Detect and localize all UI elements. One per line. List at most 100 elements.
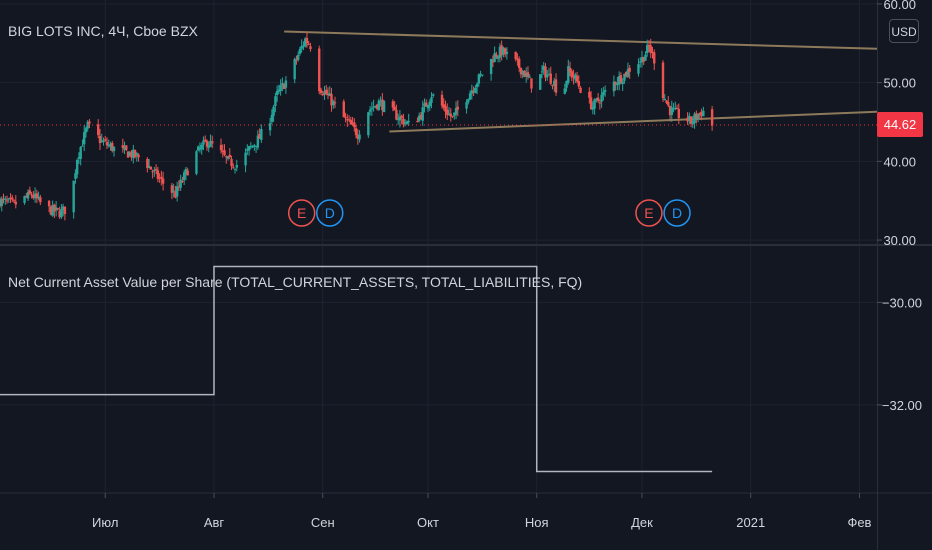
earnings-marker[interactable]	[287, 199, 316, 227]
candle-body	[211, 141, 214, 144]
candle-body	[158, 177, 161, 179]
candle-body	[395, 109, 398, 120]
candle-body	[296, 54, 300, 60]
candle-body	[298, 48, 302, 54]
candle-body	[516, 58, 519, 60]
y-tick-label: 40.00	[883, 154, 916, 169]
candle-body	[56, 208, 60, 210]
candle-body	[156, 170, 160, 179]
trendline[interactable]	[284, 30, 878, 50]
candle-body	[172, 190, 175, 192]
candle-body	[628, 67, 631, 72]
candle-body	[12, 200, 16, 202]
candle-body	[549, 73, 552, 84]
candle-body	[179, 179, 182, 188]
candle-body	[674, 107, 677, 110]
candle-body	[688, 115, 691, 121]
event-marker-label[interactable]: D	[672, 205, 682, 221]
candle-body	[300, 45, 303, 49]
candle-body	[710, 109, 714, 126]
candle-body	[253, 145, 256, 147]
event-marker-label[interactable]: E	[644, 205, 653, 221]
candle-body	[102, 141, 105, 143]
candle-body	[396, 119, 400, 121]
earnings-marker[interactable]	[635, 199, 663, 227]
candle-body	[54, 207, 58, 210]
candle-body	[79, 146, 82, 159]
trendline[interactable]	[389, 110, 878, 133]
candle-body	[175, 186, 179, 197]
candle-body	[81, 145, 84, 147]
x-tick-label: Дек	[631, 515, 653, 530]
candle-body	[602, 91, 605, 96]
candle-body	[496, 56, 500, 59]
candle-body	[307, 43, 310, 45]
candle-body	[593, 99, 596, 109]
candle-body	[540, 71, 544, 73]
candle-body	[570, 71, 574, 78]
candle-body	[353, 122, 356, 128]
candle-body	[547, 74, 551, 76]
candle-body	[689, 116, 693, 124]
currency-button[interactable]: USD	[889, 19, 919, 43]
candle-body	[209, 140, 212, 147]
candle-body	[84, 128, 88, 133]
candle-body	[563, 88, 566, 94]
candle-body	[454, 108, 458, 115]
candle-body	[354, 128, 358, 136]
candle-body	[370, 108, 374, 110]
dividend-marker[interactable]	[663, 199, 691, 227]
event-marker-label[interactable]: E	[297, 205, 306, 221]
candle-body	[651, 51, 654, 53]
candle-body	[498, 46, 502, 58]
symbol-title[interactable]: BIG LOTS INC, 4Ч, Cboe BZX	[8, 23, 198, 39]
candle-body	[111, 142, 114, 151]
candle-body	[470, 90, 474, 94]
candle-body	[519, 67, 523, 75]
candle-body	[97, 124, 100, 136]
candle-body	[447, 113, 451, 115]
candle-body	[82, 132, 86, 145]
candle-body	[393, 106, 396, 111]
candle-body	[132, 149, 135, 158]
candle-body	[126, 151, 130, 158]
candle-body	[284, 80, 288, 88]
candle-body	[574, 74, 577, 80]
candle-body	[374, 105, 377, 107]
candle-body	[589, 97, 593, 110]
candle-body	[675, 108, 679, 110]
candle-body	[668, 105, 672, 116]
candle-body	[51, 205, 54, 216]
candle-body	[342, 101, 345, 118]
candle-body	[468, 93, 472, 100]
trendlines[interactable]	[284, 30, 878, 133]
candle-body	[530, 78, 533, 89]
indicator-title[interactable]: Net Current Asset Value per Share (TOTAL…	[8, 274, 583, 290]
candle-body	[400, 115, 403, 119]
dividend-marker[interactable]	[316, 199, 344, 227]
candle-body	[109, 143, 112, 147]
candle-body	[600, 94, 603, 102]
last-price-label: 44.62	[877, 112, 923, 137]
event-marker-label[interactable]: D	[325, 205, 335, 221]
candle-body	[491, 60, 495, 63]
candle-body	[26, 191, 30, 199]
candle-body	[467, 98, 470, 103]
y-tick-label: 60.00	[883, 0, 916, 12]
candle-body	[693, 113, 696, 124]
candle-body	[254, 145, 258, 148]
candle-body	[63, 206, 67, 214]
candles	[0, 31, 714, 221]
candle-body	[475, 83, 479, 88]
candle-body	[379, 100, 382, 102]
candle-body	[619, 75, 623, 83]
candle-body	[282, 84, 286, 89]
candle-body	[160, 176, 163, 179]
candle-body	[493, 53, 496, 62]
candle-body	[444, 105, 447, 112]
candle-body	[32, 195, 35, 199]
candle-body	[495, 54, 498, 57]
candle-body	[74, 173, 77, 179]
